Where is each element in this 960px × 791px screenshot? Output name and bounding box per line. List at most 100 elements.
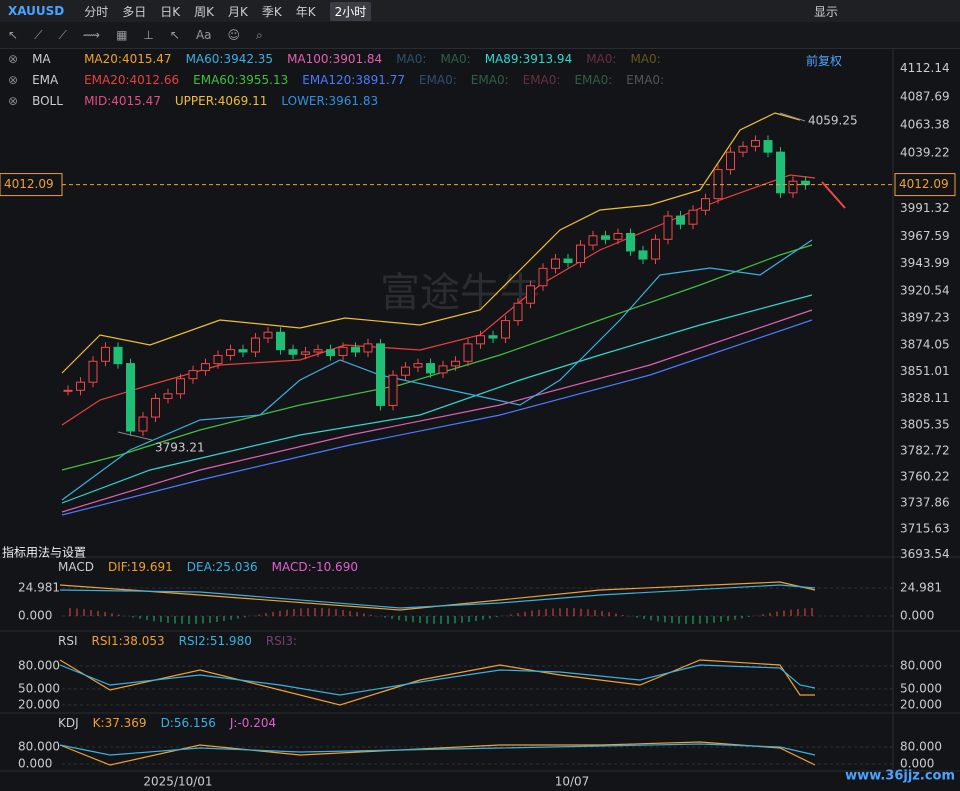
- period-tab-active[interactable]: 2小时: [329, 1, 372, 21]
- indicator-axis-label: 80.000: [18, 740, 60, 754]
- symbol[interactable]: XAUUSD: [8, 4, 65, 18]
- indicator-line: [59, 584, 816, 609]
- legend-item: LOWER:3961.83: [281, 94, 379, 108]
- tool-icon[interactable]: ▦: [116, 28, 128, 42]
- price-tick-label: 4087.69: [900, 89, 950, 103]
- candle: [113, 346, 123, 365]
- tool-icon[interactable]: ☺: [227, 28, 241, 42]
- candle: [288, 349, 298, 355]
- candle: [588, 235, 598, 246]
- price-tick-label: 3805.35: [900, 417, 950, 431]
- candle: [76, 381, 85, 391]
- candle: [638, 250, 648, 260]
- period-tab[interactable]: 季K: [261, 4, 282, 19]
- indicator-name[interactable]: BOLL: [32, 94, 63, 108]
- candle: [751, 140, 760, 147]
- candle: [251, 337, 260, 353]
- candle: [163, 393, 173, 399]
- candle: [676, 215, 685, 225]
- period-tab[interactable]: 年K: [295, 4, 316, 19]
- candle: [351, 346, 360, 353]
- x-axis-label: 2025/10/01: [143, 775, 212, 789]
- price-tick-label: 3828.11: [900, 391, 950, 405]
- legend-item: RSI3:: [265, 634, 298, 648]
- legend-item: MACD:-10.690: [271, 560, 358, 574]
- candle: [126, 363, 135, 432]
- tool-icon[interactable]: ⟋: [58, 27, 67, 42]
- candle: [738, 145, 748, 153]
- legend-item: MA100:3901.84: [287, 52, 383, 66]
- indicator-note: 指标用法与设置: [2, 545, 86, 560]
- price-tick-label: 4063.38: [900, 118, 950, 132]
- ma60: [61, 239, 813, 501]
- close-icon[interactable]: ⊗: [8, 73, 19, 87]
- indicator-name[interactable]: MA: [32, 52, 51, 66]
- legend-item: EMA0:: [574, 73, 613, 87]
- candle: [651, 238, 660, 260]
- period-tab[interactable]: 日K: [160, 4, 181, 19]
- price-tick-label: 3943.99: [900, 256, 950, 270]
- candle: [576, 244, 585, 264]
- legend-item: RSI1:38.053: [91, 634, 165, 648]
- legend-item: EMA0:: [522, 73, 561, 87]
- price-tick-label: 4039.22: [900, 146, 950, 160]
- candle: [688, 209, 698, 225]
- close-icon[interactable]: ⊗: [8, 94, 19, 108]
- ma89: [61, 294, 813, 504]
- indicator-line: [59, 741, 816, 766]
- price-tick-label: 3851.01: [900, 364, 950, 378]
- period-tab[interactable]: 分时: [84, 4, 109, 19]
- period-tab[interactable]: 周K: [194, 4, 215, 19]
- high-annotation: 4059.25: [808, 114, 858, 128]
- close-icon[interactable]: ⊗: [8, 52, 19, 66]
- tool-icon[interactable]: ↖: [169, 28, 180, 42]
- indicator-name[interactable]: MACD: [58, 560, 94, 574]
- candle: [601, 235, 610, 240]
- legend-item: MA89:3913.94: [484, 52, 573, 66]
- price-tick-label: 4112.14: [900, 61, 950, 75]
- adjust-label[interactable]: 前复权: [806, 54, 843, 68]
- site-watermark: www.36jjz.com: [845, 769, 955, 784]
- candle: [451, 360, 460, 367]
- indicator-name[interactable]: EMA: [32, 73, 59, 87]
- tool-icon[interactable]: Aa: [195, 28, 212, 42]
- candle: [276, 331, 285, 351]
- price-tick-label: 3782.72: [900, 444, 950, 458]
- candle: [413, 363, 423, 368]
- adjust-menu[interactable]: 前复权: [806, 52, 842, 69]
- indicator-line: [59, 659, 815, 706]
- candle: [226, 349, 235, 356]
- indicator-axis-label: 0.000: [18, 609, 52, 623]
- legend-item: MA20:4015.47: [84, 52, 172, 66]
- legend-item: DIF:19.691: [107, 560, 173, 574]
- candle: [563, 258, 573, 264]
- tool-icon[interactable]: ⟋: [34, 27, 43, 42]
- candle: [551, 258, 560, 269]
- price-tick-label: 3693.54: [900, 547, 950, 561]
- tool-icon[interactable]: ↖: [8, 28, 19, 42]
- display-menu[interactable]: 显示: [813, 4, 838, 19]
- candle: [388, 374, 398, 406]
- candle: [501, 320, 510, 339]
- current-price-label: 4012.09: [899, 177, 949, 191]
- price-tick-label: 3737.86: [900, 496, 950, 510]
- candle: [763, 140, 773, 153]
- legend-row: ⊗ EMA EMA20:4012.66 EMA60:3955.13 EMA120:389…: [8, 73, 664, 87]
- tool-icon[interactable]: ⌕: [256, 27, 263, 42]
- indicator-name[interactable]: RSI: [58, 634, 78, 648]
- period-tab[interactable]: 月K: [228, 4, 248, 19]
- x-axis-label: 10/07: [555, 775, 590, 789]
- legend-item: MA0:: [396, 52, 427, 66]
- legend-row: ⊗ BOLL MID:4015.47 UPPER:4069.11 LOWER:3961.…: [8, 94, 378, 108]
- candle: [63, 389, 73, 392]
- legend-item: MA0:: [440, 52, 471, 66]
- indicator-name[interactable]: KDJ: [58, 716, 79, 730]
- indicator-legend: KDJ K:37.369 D:56.156 J:-0.204: [8, 716, 276, 730]
- candle: [476, 335, 485, 345]
- indicator-axis-label: 50.000: [900, 682, 942, 696]
- tool-icon[interactable]: ⊥: [143, 28, 154, 42]
- period-tab[interactable]: 多日: [122, 4, 147, 19]
- tool-icon[interactable]: ⟿: [82, 28, 101, 42]
- candle: [663, 215, 673, 240]
- candle: [513, 302, 523, 322]
